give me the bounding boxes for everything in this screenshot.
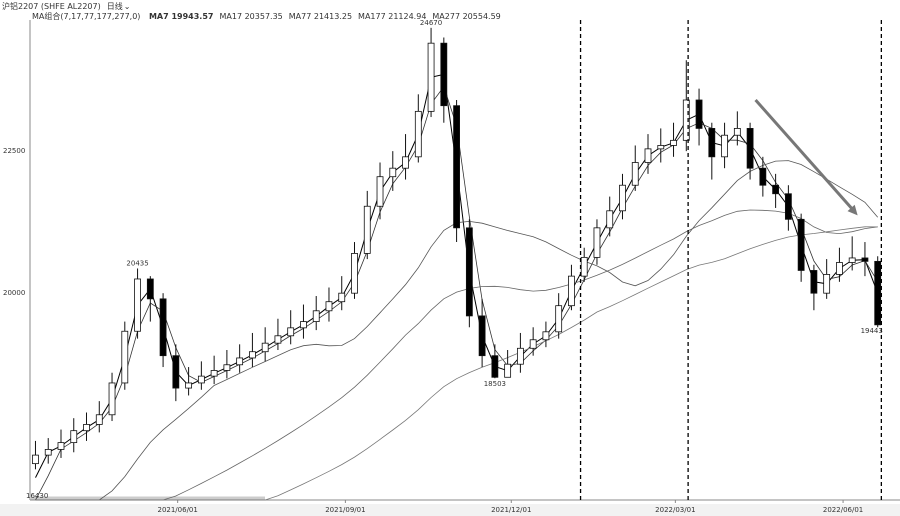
candle-body xyxy=(797,218,805,271)
candle-body xyxy=(772,184,780,195)
symbol-label: 沪铝2207 (SHFE AL2207) xyxy=(2,2,101,11)
price-label: 24670 xyxy=(420,19,442,27)
candle-body xyxy=(287,327,295,337)
candle-body xyxy=(670,139,677,146)
candle-body xyxy=(491,355,499,378)
candle-body xyxy=(759,167,767,186)
price-label: 18503 xyxy=(484,380,506,388)
x-axis-band xyxy=(0,504,900,516)
candle-body xyxy=(236,357,244,366)
candle-body xyxy=(223,364,231,371)
candle-body xyxy=(300,321,307,329)
ma-value-0: MA7 19943.57 xyxy=(148,12,214,21)
candle-body xyxy=(108,382,116,416)
chart-title[interactable]: 沪铝2207 (SHFE AL2207) 日线⌄ xyxy=(2,1,136,12)
y-tick-label: 20000 xyxy=(3,289,25,297)
candle-body xyxy=(402,156,409,169)
candle-body xyxy=(746,128,754,169)
candle-body xyxy=(465,227,473,317)
candle-body xyxy=(274,335,282,344)
candle-body xyxy=(478,315,486,357)
candle-body xyxy=(733,128,741,136)
candle-body xyxy=(631,162,639,186)
candle-body xyxy=(146,278,154,300)
x-tick-label: 2021/09/01 xyxy=(325,506,365,514)
candle-body xyxy=(44,449,52,456)
candle-body xyxy=(542,331,550,341)
candle-body xyxy=(784,193,792,220)
candle-body xyxy=(312,310,320,322)
candle-body xyxy=(682,99,690,141)
candle-body xyxy=(516,347,524,365)
candle-body xyxy=(376,176,384,207)
candle-body xyxy=(580,256,588,277)
ma-legend: MA组合(7,17,77,177,277,0) MA7 19943.57 MA17… xyxy=(32,11,507,22)
candle-body xyxy=(721,134,728,158)
candle-body xyxy=(32,454,39,465)
x-tick-label: 2022/03/01 xyxy=(655,506,695,514)
x-tick-label: 2022/06/01 xyxy=(823,506,863,514)
candle-body xyxy=(427,42,435,112)
candle-body xyxy=(57,442,65,450)
candle-body xyxy=(606,210,614,229)
candle-body xyxy=(708,128,716,158)
candle-body xyxy=(414,110,422,158)
chevron-down-icon[interactable]: ⌄ xyxy=(123,2,131,11)
candle-body xyxy=(874,260,882,326)
ma-line-3 xyxy=(35,209,878,501)
trend-arrow-line xyxy=(754,99,853,210)
x-tick-label: 2021/06/01 xyxy=(157,506,197,514)
candle-body xyxy=(836,262,843,275)
candle-body xyxy=(555,305,563,333)
period-selector[interactable]: 日线 xyxy=(106,2,123,11)
candle-body xyxy=(644,148,652,163)
candle-body xyxy=(121,330,129,384)
ma-group-selector[interactable]: MA组合(7,17,77,177,277,0) xyxy=(32,12,141,21)
ma-value-2: MA77 21413.25 xyxy=(288,12,353,21)
price-label: 20435 xyxy=(126,259,148,267)
x-tick-label: 2021/12/01 xyxy=(491,506,531,514)
ma-line-4 xyxy=(35,226,878,501)
candle-body xyxy=(453,105,460,229)
price-label: 16430 xyxy=(26,492,48,500)
candle-body xyxy=(70,430,78,444)
candle-body xyxy=(823,274,831,294)
candle-body xyxy=(325,301,333,312)
candle-body xyxy=(249,351,256,359)
candle-body xyxy=(593,227,601,258)
candle-body xyxy=(172,355,180,389)
candle-body xyxy=(619,184,626,212)
candle-body xyxy=(261,342,269,353)
candle-body xyxy=(95,414,103,425)
ma-value-4: MA277 20554.59 xyxy=(432,12,501,21)
ma-value-3: MA177 21124.94 xyxy=(358,12,427,21)
candle-body xyxy=(861,257,869,262)
candle-body xyxy=(848,257,856,263)
price-label: 19443 xyxy=(861,327,883,335)
candle-body xyxy=(210,370,218,377)
candle-body xyxy=(83,424,90,432)
candle-body xyxy=(134,278,141,332)
candle-body xyxy=(440,42,448,107)
candle-body xyxy=(695,99,703,129)
y-tick-label: 22500 xyxy=(3,147,25,155)
candle-body xyxy=(197,375,205,384)
candle-body xyxy=(351,253,358,294)
candle-body xyxy=(810,270,818,294)
candle-body xyxy=(504,363,512,378)
candle-body xyxy=(568,275,575,307)
candle-body xyxy=(389,167,397,178)
candle-body xyxy=(159,298,167,357)
candle-body xyxy=(185,382,193,389)
candle-body xyxy=(657,145,665,150)
arrow-head-icon xyxy=(847,204,858,216)
candle-body xyxy=(338,292,346,303)
ma-value-1: MA17 20357.35 xyxy=(219,12,283,21)
candle-body xyxy=(529,339,537,349)
candle-body xyxy=(363,205,371,254)
